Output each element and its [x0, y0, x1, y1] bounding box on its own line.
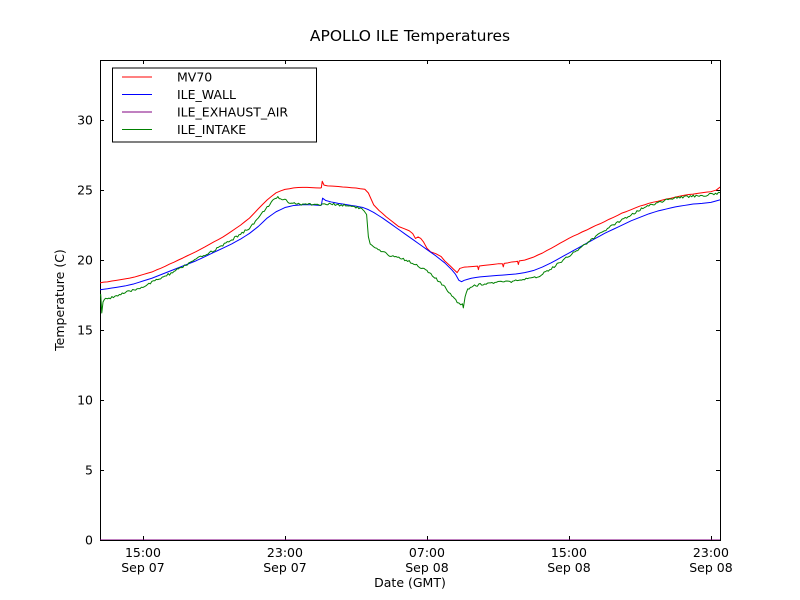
x-tick-label-time: 15:00: [551, 545, 587, 560]
y-tick-label: 20: [77, 253, 93, 268]
x-tick-label-time: 23:00: [693, 545, 729, 560]
x-tick-label-time: 07:00: [409, 545, 445, 560]
legend-label-ILE_EXHAUST_AIR: ILE_EXHAUST_AIR: [177, 105, 288, 120]
x-axis-label: Date (GMT): [374, 575, 446, 590]
legend-item-MV70: MV70: [122, 70, 212, 85]
x-tick-label-date: Sep 08: [547, 560, 590, 575]
y-tick-label: 25: [77, 183, 93, 198]
legend-item-ILE_EXHAUST_AIR: ILE_EXHAUST_AIR: [122, 105, 288, 120]
legend-item-ILE_INTAKE: ILE_INTAKE: [122, 122, 246, 137]
legend-label-ILE_INTAKE: ILE_INTAKE: [177, 122, 246, 137]
axis-ticks: [100, 60, 720, 541]
x-tick-label-time: 15:00: [125, 545, 161, 560]
x-tick-label-date: Sep 07: [121, 560, 164, 575]
x-tick-label-date: Sep 08: [689, 560, 732, 575]
series-line-ILE_INTAKE: [100, 191, 720, 314]
y-tick-label: 5: [85, 463, 93, 478]
y-tick-labels: 0 5 10 15 20 25 30: [77, 113, 93, 548]
series-line-MV70: [100, 180, 720, 284]
legend-label-MV70: MV70: [177, 70, 212, 85]
x-tick-label-date: Sep 08: [405, 560, 448, 575]
y-tick-label: 30: [77, 113, 93, 128]
legend-item-ILE_WALL: ILE_WALL: [122, 87, 236, 102]
chart-title: APOLLO ILE Temperatures: [310, 27, 510, 45]
y-tick-label: 15: [77, 323, 93, 338]
series-line-ILE_WALL: [100, 197, 720, 291]
y-tick-label: 10: [77, 393, 93, 408]
y-tick-label: 0: [85, 533, 93, 548]
x-tick-label-date: Sep 07: [263, 560, 306, 575]
legend: MV70 ILE_WALL ILE_EXHAUST_AIR ILE_INTAKE: [112, 67, 317, 143]
y-axis-label: Temperature (C): [52, 249, 67, 352]
plot-area-border: [100, 60, 721, 541]
x-tick-label-time: 23:00: [267, 545, 303, 560]
series-lines: [100, 180, 720, 540]
legend-label-ILE_WALL: ILE_WALL: [177, 87, 236, 102]
